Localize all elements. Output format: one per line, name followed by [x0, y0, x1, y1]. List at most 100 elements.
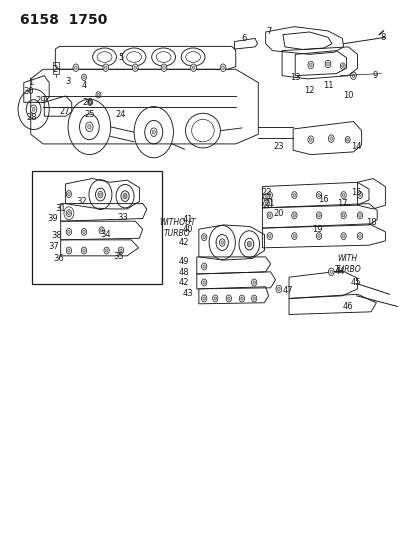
Circle shape: [307, 61, 313, 69]
Text: 20: 20: [273, 209, 283, 217]
Circle shape: [81, 247, 87, 254]
Text: 26: 26: [83, 98, 93, 107]
Text: 11: 11: [322, 81, 333, 90]
Circle shape: [201, 279, 207, 286]
Circle shape: [202, 236, 205, 239]
Text: 37: 37: [49, 242, 59, 251]
Circle shape: [342, 214, 344, 217]
Circle shape: [329, 137, 332, 140]
Circle shape: [212, 295, 218, 302]
Circle shape: [118, 247, 124, 254]
Circle shape: [292, 214, 295, 217]
Circle shape: [328, 135, 333, 142]
Bar: [53, 62, 59, 74]
Text: 25: 25: [84, 110, 94, 119]
Circle shape: [221, 66, 224, 69]
Circle shape: [292, 193, 295, 197]
Circle shape: [309, 138, 311, 141]
Text: 30: 30: [23, 87, 34, 96]
Circle shape: [342, 235, 344, 238]
Circle shape: [309, 63, 311, 67]
Text: 1: 1: [28, 78, 33, 87]
Circle shape: [316, 212, 321, 219]
Circle shape: [152, 130, 155, 134]
Circle shape: [96, 92, 101, 98]
Circle shape: [100, 229, 103, 232]
Text: 42: 42: [178, 278, 189, 287]
Circle shape: [344, 136, 349, 143]
Circle shape: [66, 247, 72, 254]
Circle shape: [88, 125, 91, 129]
Text: 39: 39: [47, 214, 58, 223]
Circle shape: [346, 138, 348, 141]
Circle shape: [89, 101, 91, 104]
Text: 47: 47: [282, 286, 292, 295]
Text: 10: 10: [342, 92, 353, 100]
Circle shape: [202, 281, 205, 284]
Text: 33: 33: [117, 213, 128, 222]
Circle shape: [340, 191, 345, 199]
Text: 27: 27: [59, 108, 70, 116]
Circle shape: [66, 191, 72, 197]
Text: 6158  1750: 6158 1750: [20, 13, 108, 27]
Circle shape: [351, 74, 354, 77]
Circle shape: [202, 265, 205, 268]
Text: 16: 16: [318, 196, 328, 204]
Circle shape: [252, 281, 255, 284]
Text: 42: 42: [178, 238, 189, 247]
Circle shape: [201, 233, 207, 241]
Text: 7: 7: [265, 28, 271, 36]
Circle shape: [132, 64, 138, 71]
Circle shape: [123, 193, 127, 199]
Text: 49: 49: [178, 257, 189, 265]
Text: 6: 6: [240, 35, 246, 43]
Text: 38: 38: [51, 231, 62, 240]
Circle shape: [350, 72, 355, 79]
Circle shape: [81, 74, 86, 80]
Circle shape: [219, 239, 225, 246]
Circle shape: [329, 270, 332, 273]
Circle shape: [67, 249, 70, 252]
Circle shape: [247, 241, 251, 247]
Circle shape: [74, 66, 77, 69]
Text: 19: 19: [312, 225, 322, 233]
Text: 46: 46: [342, 302, 352, 311]
Circle shape: [328, 268, 333, 276]
Text: 34: 34: [100, 230, 111, 239]
Circle shape: [358, 193, 360, 197]
Circle shape: [83, 249, 85, 252]
Circle shape: [248, 243, 249, 245]
Circle shape: [268, 193, 270, 197]
Circle shape: [263, 200, 269, 207]
Circle shape: [134, 66, 136, 69]
Circle shape: [277, 287, 279, 290]
Circle shape: [105, 249, 108, 252]
Text: 40: 40: [182, 225, 193, 233]
Circle shape: [267, 232, 272, 239]
Circle shape: [88, 99, 92, 106]
Circle shape: [104, 66, 107, 69]
Circle shape: [162, 66, 165, 69]
Text: WITHOUT
TURBO: WITHOUT TURBO: [159, 219, 195, 238]
Circle shape: [316, 232, 321, 239]
Circle shape: [201, 263, 207, 270]
Text: 4: 4: [81, 81, 86, 90]
Circle shape: [268, 214, 270, 217]
Circle shape: [73, 64, 79, 71]
Circle shape: [83, 230, 85, 233]
Bar: [32, 171, 162, 284]
Circle shape: [119, 249, 122, 252]
Circle shape: [340, 232, 345, 239]
Circle shape: [317, 214, 319, 217]
Text: 17: 17: [336, 199, 347, 208]
Circle shape: [265, 196, 267, 199]
Circle shape: [251, 295, 256, 302]
Circle shape: [202, 297, 205, 300]
Text: 35: 35: [113, 253, 124, 261]
Text: 21: 21: [264, 199, 274, 208]
Circle shape: [292, 235, 295, 238]
Circle shape: [357, 232, 362, 239]
Circle shape: [240, 297, 243, 300]
Text: 3: 3: [65, 77, 70, 85]
Text: 45: 45: [350, 278, 360, 287]
